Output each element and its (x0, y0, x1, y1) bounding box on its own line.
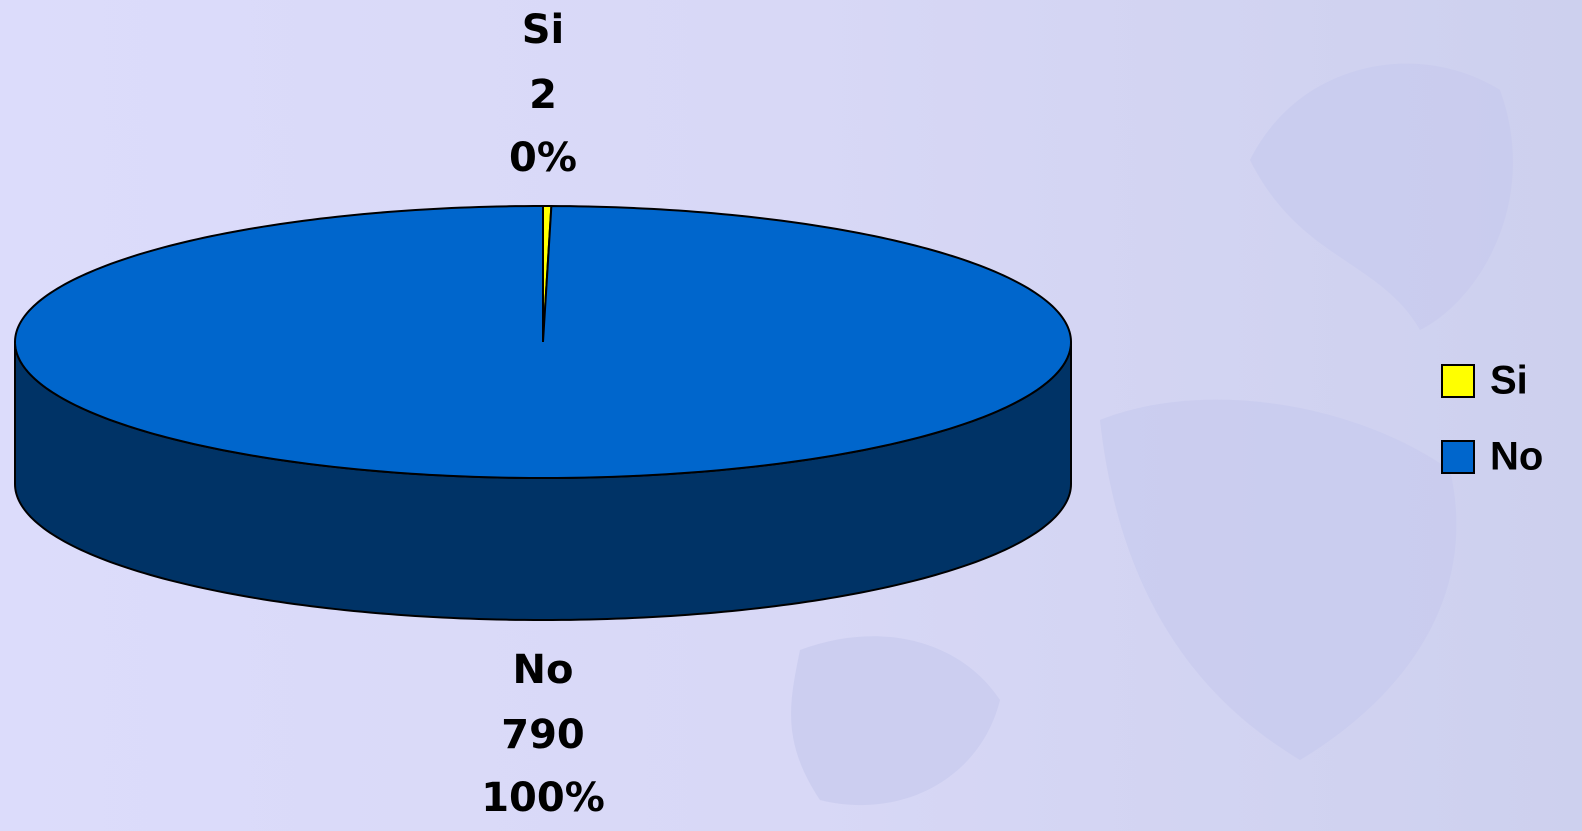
legend-label: Si (1490, 359, 1528, 403)
slice-percent: 100% (481, 775, 605, 821)
slice-value: 2 (529, 72, 557, 118)
slice-value: 790 (501, 712, 585, 758)
map-decoration (791, 63, 1513, 806)
legend-label: No (1490, 435, 1543, 479)
slice-label: Si (522, 7, 565, 53)
slice-percent: 0% (509, 135, 577, 181)
slice-label: No (513, 647, 574, 693)
pie-slice (14, 204, 1072, 479)
legend-swatch (1441, 440, 1475, 474)
legend-swatch (1441, 364, 1475, 398)
